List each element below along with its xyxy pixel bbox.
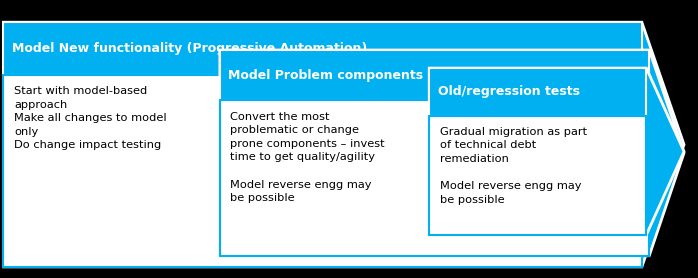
Bar xyxy=(220,50,649,100)
Bar xyxy=(429,68,646,116)
Text: Model New functionality (Progressive Automation): Model New functionality (Progressive Aut… xyxy=(12,42,367,55)
Bar xyxy=(3,75,642,267)
Bar xyxy=(220,100,649,256)
Text: Model Problem components: Model Problem components xyxy=(228,69,424,82)
Text: Start with model-based
approach
Make all changes to model
only
Do change impact : Start with model-based approach Make all… xyxy=(14,86,167,150)
Text: Convert the most
problematic or change
prone components – invest
time to get qua: Convert the most problematic or change p… xyxy=(230,111,385,203)
Polygon shape xyxy=(429,68,684,235)
Text: Gradual migration as part
of technical debt
remediation

Model reverse engg may
: Gradual migration as part of technical d… xyxy=(440,127,587,205)
Bar xyxy=(429,116,646,235)
Polygon shape xyxy=(220,50,684,256)
Text: Old/regression tests: Old/regression tests xyxy=(438,85,579,98)
Polygon shape xyxy=(3,22,684,267)
Bar xyxy=(3,22,642,75)
